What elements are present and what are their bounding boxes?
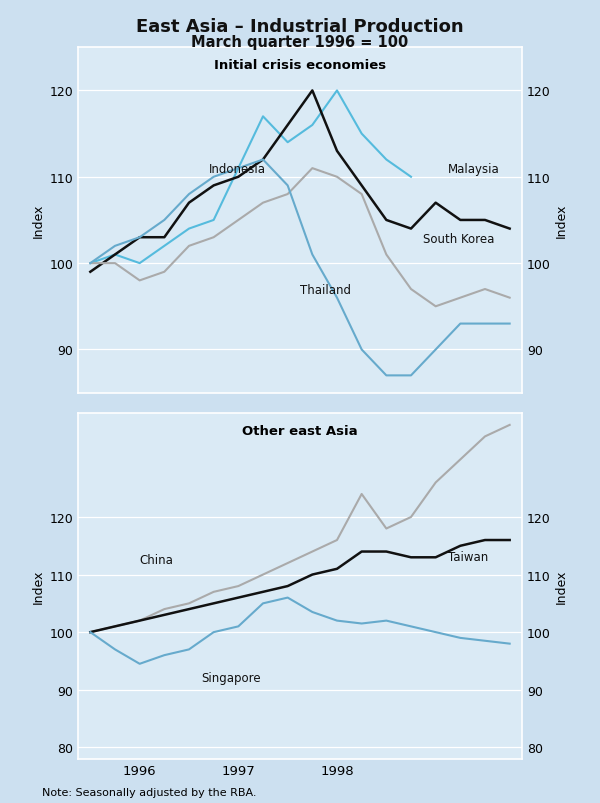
Text: Thailand: Thailand [300,284,351,297]
Text: Note: Seasonally adjusted by the RBA.: Note: Seasonally adjusted by the RBA. [42,787,257,797]
Text: March quarter 1996 = 100: March quarter 1996 = 100 [191,35,409,50]
Text: Indonesia: Indonesia [209,163,266,176]
Text: South Korea: South Korea [424,232,495,245]
Text: China: China [140,553,173,566]
Text: Singapore: Singapore [202,671,261,684]
Y-axis label: Index: Index [555,203,568,238]
Text: Taiwan: Taiwan [448,551,488,564]
Text: Malaysia: Malaysia [448,163,500,176]
Text: East Asia – Industrial Production: East Asia – Industrial Production [136,18,464,35]
Y-axis label: Index: Index [32,203,45,238]
Text: Other east Asia: Other east Asia [242,424,358,437]
Y-axis label: Index: Index [555,569,568,604]
Y-axis label: Index: Index [32,569,45,604]
Text: Initial crisis economies: Initial crisis economies [214,59,386,71]
